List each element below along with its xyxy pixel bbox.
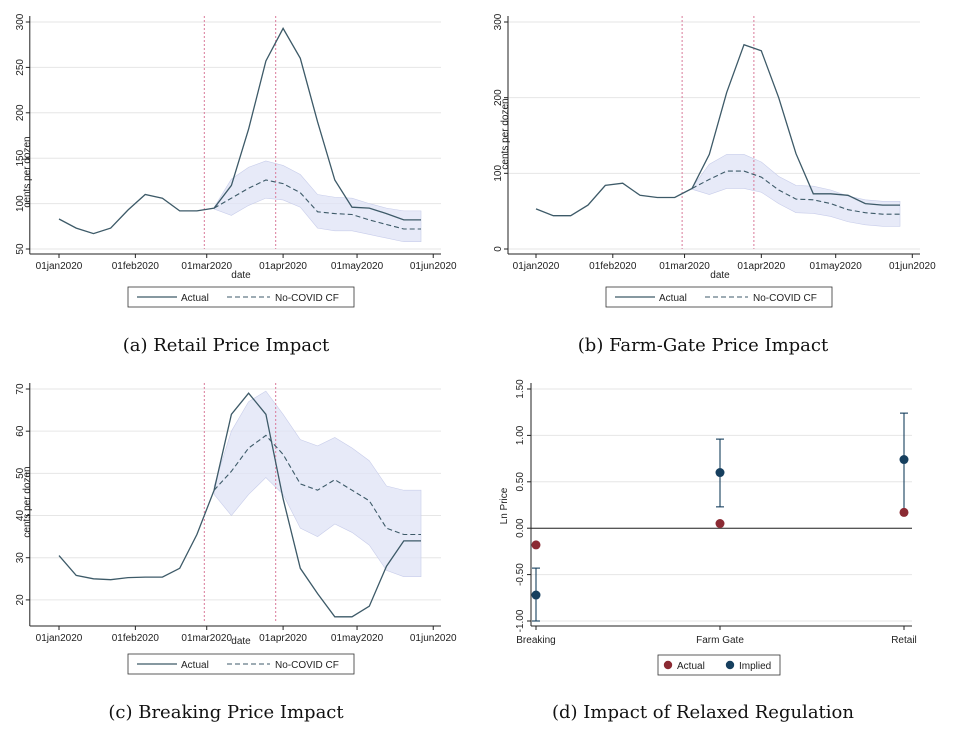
- x-tick-label: 01mar2020: [181, 261, 232, 272]
- no-covid-cf-line: [691, 170, 900, 215]
- y-tick-label: 0: [493, 246, 504, 252]
- panel-a-ylabel: cents per dozen: [22, 136, 33, 207]
- y-tick-label: 40: [15, 510, 26, 522]
- x-tick-label: 01jan2020: [36, 633, 83, 644]
- y-tick-label: 0.50: [515, 472, 526, 492]
- x-tick-label: 01mar2020: [659, 261, 710, 272]
- no-covid-cf-line: [213, 179, 421, 230]
- y-tick-label: 100: [493, 165, 504, 182]
- panel-b-xlabel: date: [710, 270, 730, 281]
- legend-actual-marker: [663, 660, 673, 670]
- implied-point: [531, 590, 541, 600]
- legend-cf-label: No-COVID CF: [275, 293, 339, 304]
- x-tick-label: 01jan2020: [36, 261, 83, 272]
- y-tick-label: 30: [15, 552, 26, 564]
- x-tick-label: 01jun2020: [410, 633, 457, 644]
- legend-actual-label: Actual: [181, 660, 209, 671]
- legend-actual-label: Actual: [181, 293, 209, 304]
- x-tick-label: 01jun2020: [889, 261, 936, 272]
- confidence-band: [213, 390, 422, 578]
- y-tick-label: 200: [15, 104, 26, 121]
- legend-box: [127, 286, 355, 308]
- x-tick-label: 01feb2020: [112, 633, 160, 644]
- confidence-band: [213, 160, 422, 243]
- legend-cf-label: No-COVID CF: [753, 293, 817, 304]
- actual-point: [899, 507, 909, 517]
- panel-a-caption: (a) Retail Price Impact: [123, 335, 330, 356]
- legend-actual-label: Actual: [677, 661, 705, 672]
- panel-c-xlabel: date: [231, 636, 251, 647]
- legend-box: [605, 286, 833, 308]
- panel-b-caption: (b) Farm-Gate Price Impact: [578, 335, 829, 356]
- y-tick-label: 0.00: [515, 518, 526, 538]
- y-tick-label: 50: [15, 243, 26, 255]
- y-tick-label: 300: [15, 13, 26, 30]
- panel-d: Ln Price Actual Implied (d) Impact of Re…: [499, 379, 917, 723]
- panel-b: cents per dozen date Actual No-COVID CF …: [493, 13, 936, 356]
- y-tick-label: -1.00: [515, 609, 526, 632]
- legend-box: [657, 654, 781, 676]
- actual-point: [715, 519, 725, 529]
- y-tick-label: 1.50: [515, 379, 526, 399]
- y-tick-label: 150: [15, 149, 26, 166]
- x-tick-label: 01mar2020: [181, 633, 232, 644]
- confidence-band: [691, 154, 901, 227]
- actual-point: [531, 540, 541, 550]
- panel-a-legend: Actual No-COVID CF: [127, 286, 355, 308]
- x-tick-label: 01feb2020: [589, 261, 637, 272]
- y-tick-label: 70: [15, 383, 26, 395]
- legend-box: [127, 653, 355, 675]
- panel-a-xlabel: date: [231, 270, 251, 281]
- actual-line: [58, 392, 421, 618]
- y-tick-label: -0.50: [515, 563, 526, 586]
- panel-c-legend: Actual No-COVID CF: [127, 653, 355, 675]
- x-tick-label: 01apr2020: [259, 633, 307, 644]
- y-tick-label: 200: [493, 89, 504, 106]
- x-tick-label: 01apr2020: [259, 261, 307, 272]
- x-tick-label: Breaking: [516, 635, 555, 646]
- y-tick-label: 20: [15, 594, 26, 606]
- panel-d-ylabel: Ln Price: [499, 487, 510, 524]
- x-tick-label: 01may2020: [810, 261, 863, 272]
- legend-implied-marker: [725, 660, 735, 670]
- legend-implied-label: Implied: [739, 661, 771, 672]
- panel-d-caption: (d) Impact of Relaxed Regulation: [552, 702, 854, 723]
- panel-c-ylabel: cents per dozen: [22, 466, 33, 537]
- implied-point: [715, 468, 725, 478]
- x-tick-label: Farm Gate: [696, 635, 744, 646]
- panel-d-legend: Actual Implied: [657, 654, 781, 676]
- y-tick-label: 250: [15, 59, 26, 76]
- panel-c-caption: (c) Breaking Price Impact: [108, 702, 344, 723]
- x-tick-label: 01jan2020: [513, 261, 560, 272]
- y-tick-label: 1.00: [515, 425, 526, 445]
- panel-c: cents per dozen date Actual No-COVID CF …: [15, 383, 457, 723]
- x-tick-label: 01apr2020: [737, 261, 785, 272]
- x-tick-label: Retail: [891, 635, 917, 646]
- x-tick-label: 01jun2020: [410, 261, 457, 272]
- y-tick-label: 60: [15, 425, 26, 437]
- no-covid-cf-line: [213, 434, 421, 536]
- y-tick-label: 50: [15, 467, 26, 479]
- actual-line: [58, 27, 421, 235]
- x-tick-label: 01may2020: [331, 633, 384, 644]
- y-tick-label: 100: [15, 195, 26, 212]
- panel-a: cents per dozen date Actual No-COVID CF …: [15, 13, 457, 356]
- x-tick-label: 01feb2020: [112, 261, 160, 272]
- actual-line: [535, 43, 900, 217]
- implied-point: [899, 455, 909, 465]
- y-tick-label: 300: [493, 13, 504, 30]
- legend-cf-label: No-COVID CF: [275, 660, 339, 671]
- legend-actual-label: Actual: [659, 293, 687, 304]
- panel-b-legend: Actual No-COVID CF: [605, 286, 833, 308]
- x-tick-label: 01may2020: [331, 261, 384, 272]
- panel-b-ylabel: cents per dozen: [500, 98, 511, 169]
